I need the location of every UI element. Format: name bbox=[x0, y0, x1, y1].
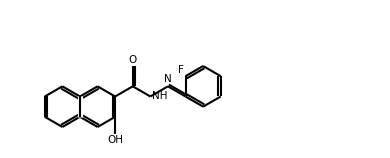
Text: N: N bbox=[164, 74, 172, 84]
Text: NH: NH bbox=[152, 91, 167, 101]
Text: OH: OH bbox=[107, 136, 123, 146]
Text: O: O bbox=[129, 55, 137, 65]
Text: F: F bbox=[178, 65, 184, 75]
